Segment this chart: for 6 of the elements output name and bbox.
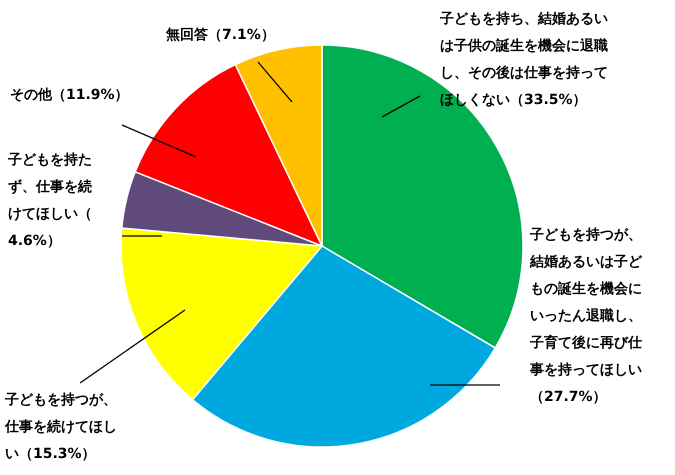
data-label: （27.7%） <box>530 389 607 405</box>
slice-label: 無回答（7.1%） <box>165 27 275 43</box>
slice-label: 子どもを持つが、結婚あるいは子どもの誕生を機会にいったん退職し、子育て後に再び仕事を持ってほしい <box>529 227 643 378</box>
slice-label: 子どもを持つが、仕事を続けてほしい（15.3%） <box>4 392 117 462</box>
slice-label: 子どもを持たず、仕事を続けてほしい（4.6%） <box>7 152 92 249</box>
slice-label: その他（11.9%） <box>10 87 129 103</box>
